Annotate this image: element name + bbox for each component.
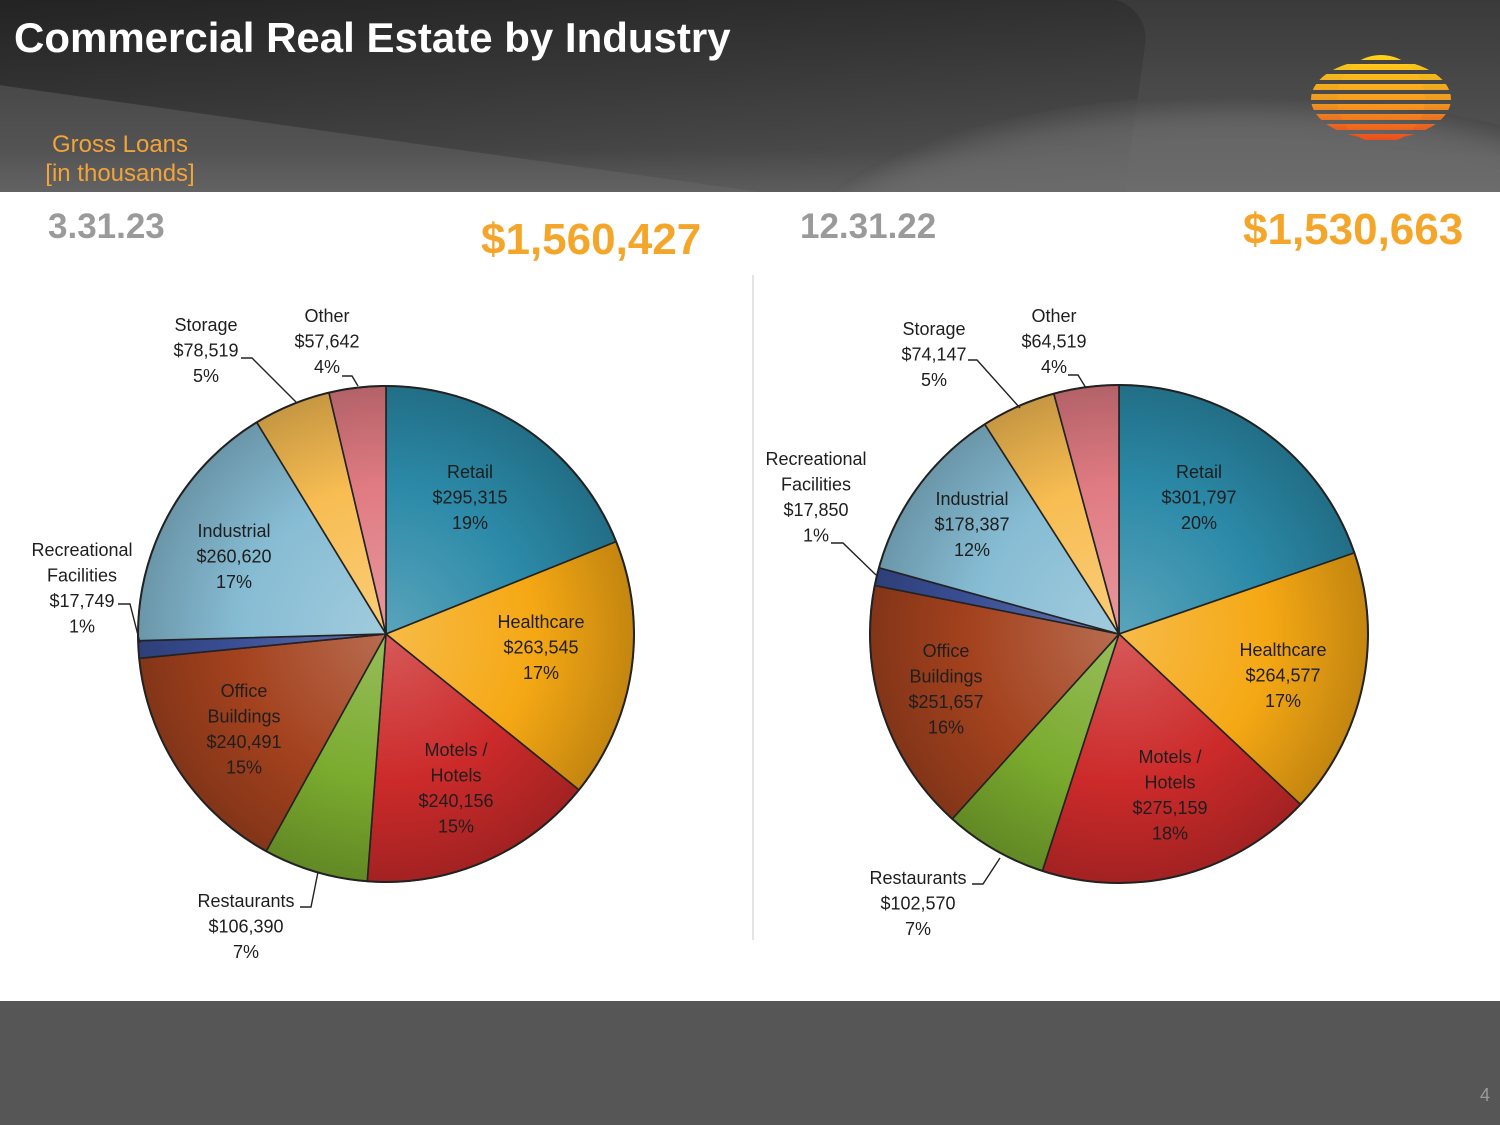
slice-label-restaurants: Restaurants $106,390 7% [197, 891, 294, 962]
slice-label-retail: Retail $295,315 19% [432, 462, 507, 533]
slice-label-office: Office Buildings $251,657 16% [908, 641, 983, 738]
slice-label-restaurants: Restaurants $102,570 7% [869, 868, 966, 939]
leader-line-storage [968, 359, 1021, 409]
footer-bar: 4 [0, 1001, 1500, 1125]
total-left: $1,560,427 [481, 215, 702, 264]
slice-label-recreational: Recreational Facilities $17,850 1% [765, 449, 866, 546]
date-label-left: 3.31.23 [48, 207, 165, 246]
slice-label-industrial: Industrial $260,620 17% [196, 521, 271, 592]
slice-label-healthcare: Healthcare $263,545 17% [497, 612, 584, 683]
pie-chart-12-31-22: Retail $301,797 20% Healthcare $264,577 17% Mo… [765, 306, 1369, 939]
slice-label-retail: Retail $301,797 20% [1161, 462, 1236, 533]
slice-label-storage: Storage $78,519 5% [173, 315, 238, 386]
slice-label-motels: Motels / Hotels $275,159 18% [1132, 747, 1207, 844]
pie-chart-3-31-23: Retail $295,315 19% Healthcare $263,545 17%Mo… [31, 306, 635, 962]
leader-line-other [1068, 374, 1087, 389]
slice-label-other: Other $57,642 4% [294, 306, 359, 377]
leader-line-other [342, 375, 359, 387]
leader-line-recreational [118, 603, 141, 644]
slice-label-industrial: Industrial $178,387 12% [934, 489, 1009, 560]
banner-decoration [0, 150, 1500, 192]
slice-label-healthcare: Healthcare $264,577 17% [1239, 640, 1326, 711]
leader-line-storage [241, 357, 297, 403]
header-banner: Commercial Real Estate by Industry Gross… [0, 0, 1500, 192]
company-logo [1311, 55, 1451, 140]
subtitle-line: Gross Loans [51, 131, 189, 158]
slice-label-recreational: Recreational Facilities $17,749 1% [31, 540, 132, 637]
leader-line-restaurants [300, 871, 319, 908]
subtitle-line: [in thousands] [45, 160, 195, 187]
slice-label-other: Other $64,519 4% [1021, 306, 1086, 377]
slice-label-office: Office Buildings $240,491 15% [206, 681, 281, 778]
leader-line-recreational [831, 542, 877, 576]
slice-label-motels: Motels / Hotels $240,156 15% [418, 740, 493, 837]
panel-divider [752, 275, 754, 940]
total-right: $1,530,663 [1243, 205, 1464, 254]
date-label-right: 12.31.22 [800, 207, 937, 246]
slice-label-storage: Storage $74,147 5% [901, 319, 966, 390]
pie-charts: Retail $295,315 19%Healthcare $263,545 17%Mo… [31, 306, 1369, 962]
page-number: 4 [1479, 1085, 1490, 1105]
page-subtitle: Gross Loans [in thousands] [20, 130, 220, 188]
pie-outline [869, 384, 1369, 884]
page-title: Commercial Real Estate by Industry [14, 14, 731, 61]
leader-line-restaurants [972, 857, 1001, 885]
